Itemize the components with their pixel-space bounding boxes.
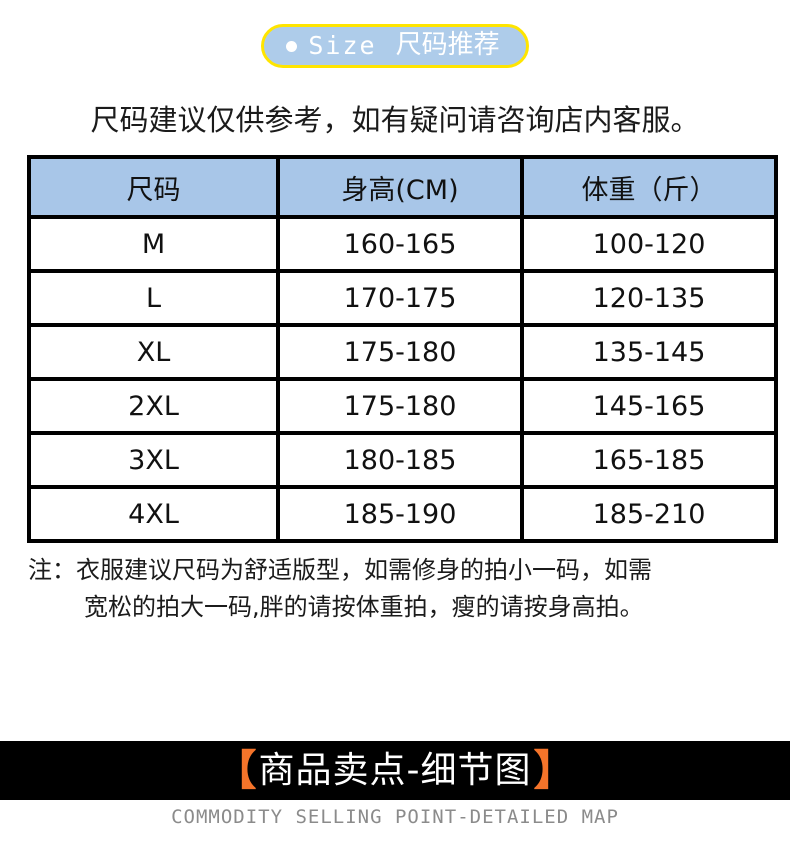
table-row: XL 175-180 135-145 xyxy=(27,323,778,381)
note-line-2: 宽松的拍大一码,胖的请按体重拍，瘦的请按身高拍。 xyxy=(84,593,644,622)
intro-text: 尺码建议仅供参考，如有疑问请咨询店内客服。 xyxy=(90,103,700,137)
size-note: 注：衣服建议尺码为舒适版型，如需修身的拍小一码，如需 宽松的拍大一码,胖的请按体… xyxy=(28,552,764,626)
badge-label-cn: 尺码推荐 xyxy=(395,30,500,60)
section-banner: 【 商品卖点-细节图 】 xyxy=(0,741,790,800)
cell-height: 175-180 xyxy=(276,377,524,435)
column-header-size: 尺码 xyxy=(27,155,280,219)
bullet-dot-icon xyxy=(286,40,298,52)
cell-size: M xyxy=(27,215,280,273)
cell-size: 3XL xyxy=(27,431,280,489)
note-line-1: 注：衣服建议尺码为舒适版型，如需修身的拍小一码，如需 xyxy=(28,556,652,584)
table-header-row: 尺码 身高(CM) 体重（斤） xyxy=(27,155,778,219)
cell-weight: 165-185 xyxy=(520,431,778,489)
cell-size: 2XL xyxy=(27,377,280,435)
table-row: L 170-175 120-135 xyxy=(27,269,778,327)
cell-size: XL xyxy=(27,323,280,381)
table-row: 4XL 185-190 185-210 xyxy=(27,485,778,543)
table-row: 2XL 175-180 145-165 xyxy=(27,377,778,435)
cell-size: 4XL xyxy=(27,485,280,543)
bracket-right-icon: 】 xyxy=(533,745,576,795)
cell-height: 180-185 xyxy=(276,431,524,489)
cell-size: L xyxy=(27,269,280,327)
cell-height: 160-165 xyxy=(276,215,524,273)
banner-title: 商品卖点-细节图 xyxy=(258,749,532,791)
table-row: 3XL 180-185 165-185 xyxy=(27,431,778,489)
size-badge-container: Size 尺码推荐 xyxy=(0,24,790,68)
table-row: M 160-165 100-120 xyxy=(27,215,778,273)
banner-content: 【 商品卖点-细节图 】 xyxy=(214,745,576,795)
size-badge: Size 尺码推荐 xyxy=(261,24,529,68)
cell-height: 175-180 xyxy=(276,323,524,381)
badge-label-en: Size xyxy=(308,30,377,60)
cell-height: 185-190 xyxy=(276,485,524,543)
cell-weight: 145-165 xyxy=(520,377,778,435)
size-chart-table: 尺码 身高(CM) 体重（斤） M 160-165 100-120 L 170-… xyxy=(27,155,778,543)
cell-weight: 100-120 xyxy=(520,215,778,273)
cell-height: 170-175 xyxy=(276,269,524,327)
bracket-left-icon: 【 xyxy=(214,745,257,795)
banner-subtitle: COMMODITY SELLING POINT-DETAILED MAP xyxy=(171,806,619,828)
cell-weight: 135-145 xyxy=(520,323,778,381)
column-header-height: 身高(CM) xyxy=(276,155,524,219)
cell-weight: 185-210 xyxy=(520,485,778,543)
cell-weight: 120-135 xyxy=(520,269,778,327)
column-header-weight: 体重（斤） xyxy=(520,155,778,219)
